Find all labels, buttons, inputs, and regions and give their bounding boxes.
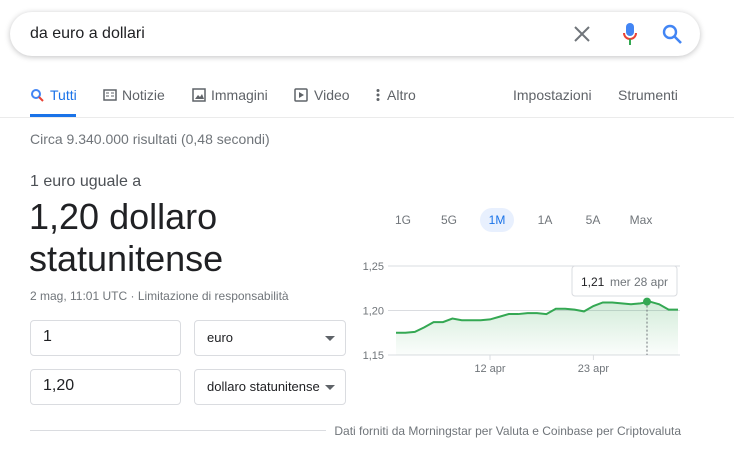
search-box[interactable]: da euro a dollari	[10, 12, 700, 56]
area	[396, 301, 678, 355]
range-button[interactable]: 1M	[489, 213, 506, 227]
tab-underline	[30, 114, 76, 117]
tab-icon	[192, 88, 206, 102]
tab[interactable]: Tutti	[50, 87, 77, 103]
currency-select[interactable]: euro	[194, 320, 346, 356]
tab[interactable]: Altro	[387, 87, 416, 103]
range-button[interactable]: 5G	[441, 213, 457, 227]
tool-link[interactable]: Strumenti	[618, 87, 678, 103]
search-query[interactable]: da euro a dollari	[30, 25, 145, 42]
range-highlight	[480, 208, 514, 232]
x-tick-label: 12 apr	[474, 363, 506, 375]
y-tick-label: 1,25	[363, 261, 384, 273]
tool-link[interactable]: Impostazioni	[513, 87, 592, 103]
tab[interactable]: Video	[314, 87, 350, 103]
tooltip-value: 1,21	[581, 275, 605, 289]
data-source: Dati forniti da Morningstar per Valuta e…	[334, 424, 681, 438]
results-info: Circa 9.340.000 risultati (0,48 secondi)	[30, 131, 270, 147]
range-button[interactable]: 1G	[395, 213, 411, 227]
tab-icon	[376, 89, 380, 101]
divider	[0, 117, 734, 118]
hover-point	[643, 297, 651, 306]
converter-result: 1,20 dollaro statunitense	[29, 196, 224, 279]
mic-icon[interactable]	[622, 22, 638, 46]
tab[interactable]: Immagini	[211, 87, 268, 103]
converter-heading: 1 euro uguale a	[30, 173, 142, 190]
chart: 1G 5G 1M 1A 5A Max 1,15 1,20 1,25 12 apr 23 apr 1,2…	[363, 208, 680, 375]
y-tick-label: 1,20	[363, 306, 384, 318]
range-button[interactable]: Max	[630, 213, 653, 227]
tab-icon	[294, 88, 308, 102]
tooltip-date: mer 28 apr	[610, 275, 668, 289]
tooltip-box	[571, 265, 678, 297]
y-tick-label: 1,15	[363, 350, 384, 362]
search-icon[interactable]	[661, 23, 683, 45]
amount-input[interactable]: 1	[30, 320, 181, 356]
timestamp-text: 2 mag, 11:01 UTC ·	[30, 289, 135, 303]
line	[396, 300, 678, 334]
x-tick-label: 23 apr	[578, 363, 610, 375]
currency-select[interactable]: dollaro statunitense	[194, 369, 346, 405]
disclaimer-link[interactable]: Limitazione di responsabilità	[137, 289, 289, 303]
range-button[interactable]: 5A	[586, 213, 601, 227]
timestamp: 2 mag, 11:01 UTC · Limitazione di respon…	[30, 289, 289, 303]
range-button[interactable]: 1A	[538, 213, 553, 227]
tab-icon	[103, 89, 117, 101]
tab-icon	[31, 89, 44, 102]
divider	[30, 430, 326, 431]
tab[interactable]: Notizie	[122, 87, 165, 103]
clear-icon[interactable]	[572, 24, 592, 44]
amount-input[interactable]: 1,20	[30, 369, 181, 405]
